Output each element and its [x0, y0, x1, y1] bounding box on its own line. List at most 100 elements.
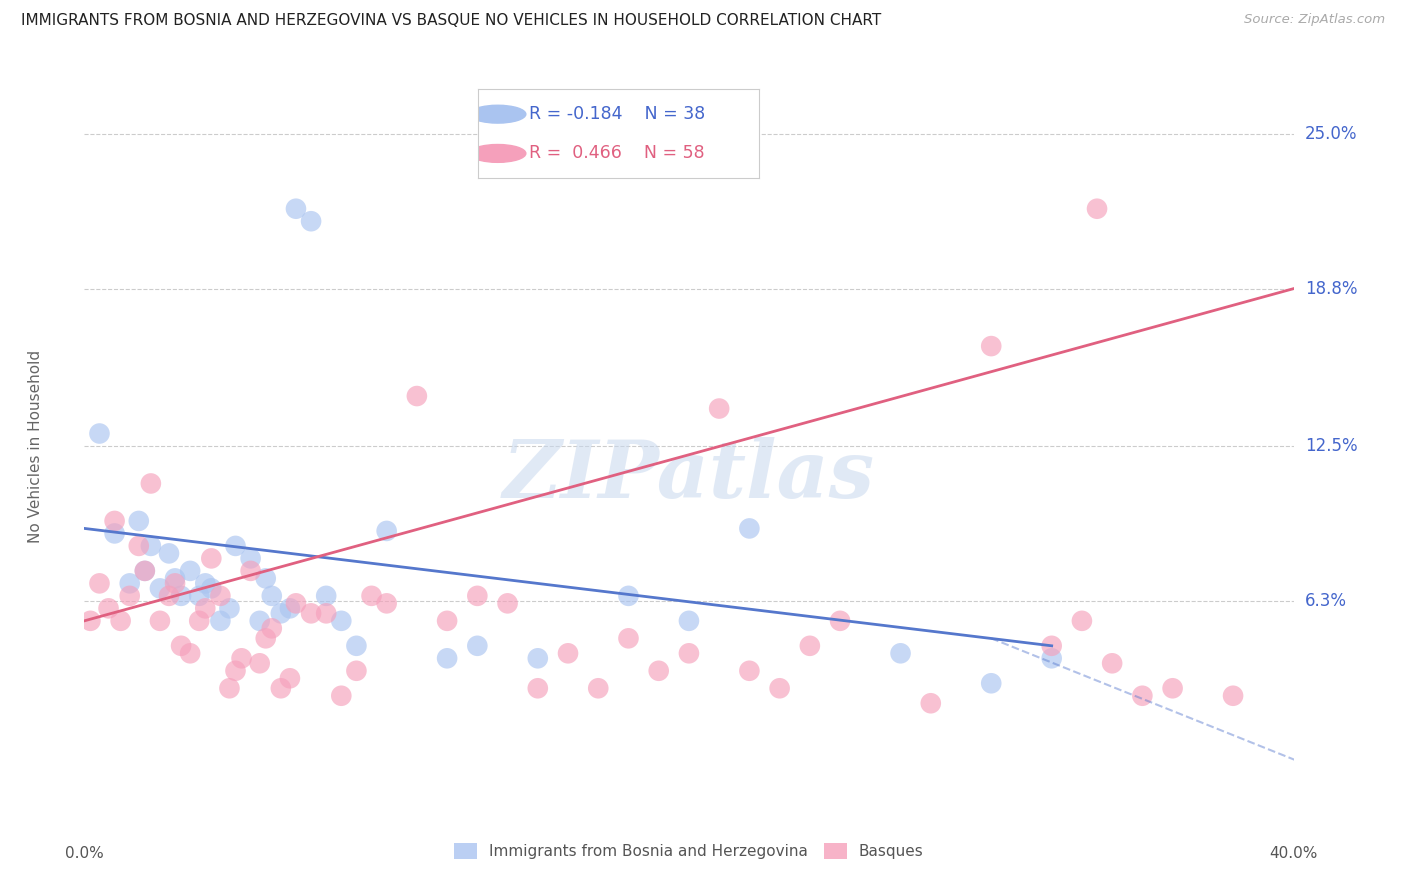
Text: No Vehicles in Household: No Vehicles in Household	[28, 350, 44, 542]
Point	[218, 681, 240, 696]
Point	[1085, 202, 1108, 216]
Point	[496, 596, 519, 610]
Point	[149, 614, 172, 628]
Legend: Immigrants from Bosnia and Herzegovina, Basques: Immigrants from Bosnia and Herzegovina, …	[449, 838, 929, 865]
Point	[527, 681, 550, 696]
Point	[375, 596, 398, 610]
Point	[149, 582, 172, 596]
Point	[360, 589, 382, 603]
Text: 25.0%: 25.0%	[1305, 125, 1357, 143]
Point	[330, 689, 353, 703]
Point	[157, 589, 180, 603]
Point	[1132, 689, 1154, 703]
Point	[165, 571, 187, 585]
Point	[225, 539, 247, 553]
Point	[128, 539, 150, 553]
Point	[170, 589, 193, 603]
Point	[239, 564, 262, 578]
Point	[980, 676, 1002, 690]
Text: 12.5%: 12.5%	[1305, 437, 1357, 455]
Point	[270, 681, 292, 696]
Text: ZIPatlas: ZIPatlas	[503, 437, 875, 515]
Point	[89, 576, 111, 591]
Point	[254, 632, 277, 646]
Point	[278, 671, 301, 685]
Point	[104, 526, 127, 541]
Point	[346, 664, 368, 678]
Point	[239, 551, 262, 566]
Point	[1040, 639, 1063, 653]
Text: 0.0%: 0.0%	[65, 846, 104, 861]
Point	[249, 657, 271, 671]
Point	[1101, 657, 1123, 671]
Point	[194, 576, 217, 591]
Point	[738, 521, 761, 535]
Point	[225, 664, 247, 678]
Point	[557, 646, 579, 660]
Point	[375, 524, 398, 538]
Point	[588, 681, 610, 696]
Point	[890, 646, 912, 660]
Point	[110, 614, 132, 628]
Point	[200, 582, 222, 596]
Point	[209, 614, 232, 628]
Point	[278, 601, 301, 615]
Point	[436, 614, 458, 628]
Point	[139, 539, 162, 553]
Point	[648, 664, 671, 678]
Point	[254, 571, 277, 585]
Text: IMMIGRANTS FROM BOSNIA AND HERZEGOVINA VS BASQUE NO VEHICLES IN HOUSEHOLD CORREL: IMMIGRANTS FROM BOSNIA AND HERZEGOVINA V…	[21, 13, 882, 29]
Point	[1161, 681, 1184, 696]
Point	[139, 476, 162, 491]
Point	[118, 589, 141, 603]
Point	[617, 589, 640, 603]
Text: R = -0.184    N = 38: R = -0.184 N = 38	[529, 105, 704, 123]
Point	[260, 621, 283, 635]
Circle shape	[470, 145, 526, 162]
Point	[436, 651, 458, 665]
Point	[270, 607, 292, 621]
Point	[157, 546, 180, 560]
Point	[194, 601, 217, 615]
Point	[134, 564, 156, 578]
Text: 6.3%: 6.3%	[1305, 592, 1347, 610]
Point	[188, 589, 211, 603]
Point	[179, 646, 201, 660]
Point	[218, 601, 240, 615]
Point	[188, 614, 211, 628]
Point	[260, 589, 283, 603]
Point	[285, 202, 308, 216]
Point	[134, 564, 156, 578]
Text: 40.0%: 40.0%	[1270, 846, 1317, 861]
Point	[249, 614, 271, 628]
Point	[709, 401, 731, 416]
Point	[617, 632, 640, 646]
Point	[104, 514, 127, 528]
Point	[678, 614, 700, 628]
Point	[128, 514, 150, 528]
Point	[406, 389, 429, 403]
Point	[830, 614, 852, 628]
Point	[467, 589, 489, 603]
Point	[315, 589, 337, 603]
Point	[97, 601, 120, 615]
Point	[980, 339, 1002, 353]
Point	[1040, 651, 1063, 665]
Point	[738, 664, 761, 678]
Text: Source: ZipAtlas.com: Source: ZipAtlas.com	[1244, 13, 1385, 27]
Point	[346, 639, 368, 653]
Point	[299, 607, 322, 621]
Point	[170, 639, 193, 653]
Point	[769, 681, 792, 696]
Point	[231, 651, 253, 665]
Point	[89, 426, 111, 441]
Point	[200, 551, 222, 566]
Point	[118, 576, 141, 591]
Text: 18.8%: 18.8%	[1305, 280, 1357, 298]
Point	[79, 614, 101, 628]
Point	[467, 639, 489, 653]
Point	[799, 639, 821, 653]
Text: R =  0.466    N = 58: R = 0.466 N = 58	[529, 145, 704, 162]
Point	[330, 614, 353, 628]
Point	[285, 596, 308, 610]
